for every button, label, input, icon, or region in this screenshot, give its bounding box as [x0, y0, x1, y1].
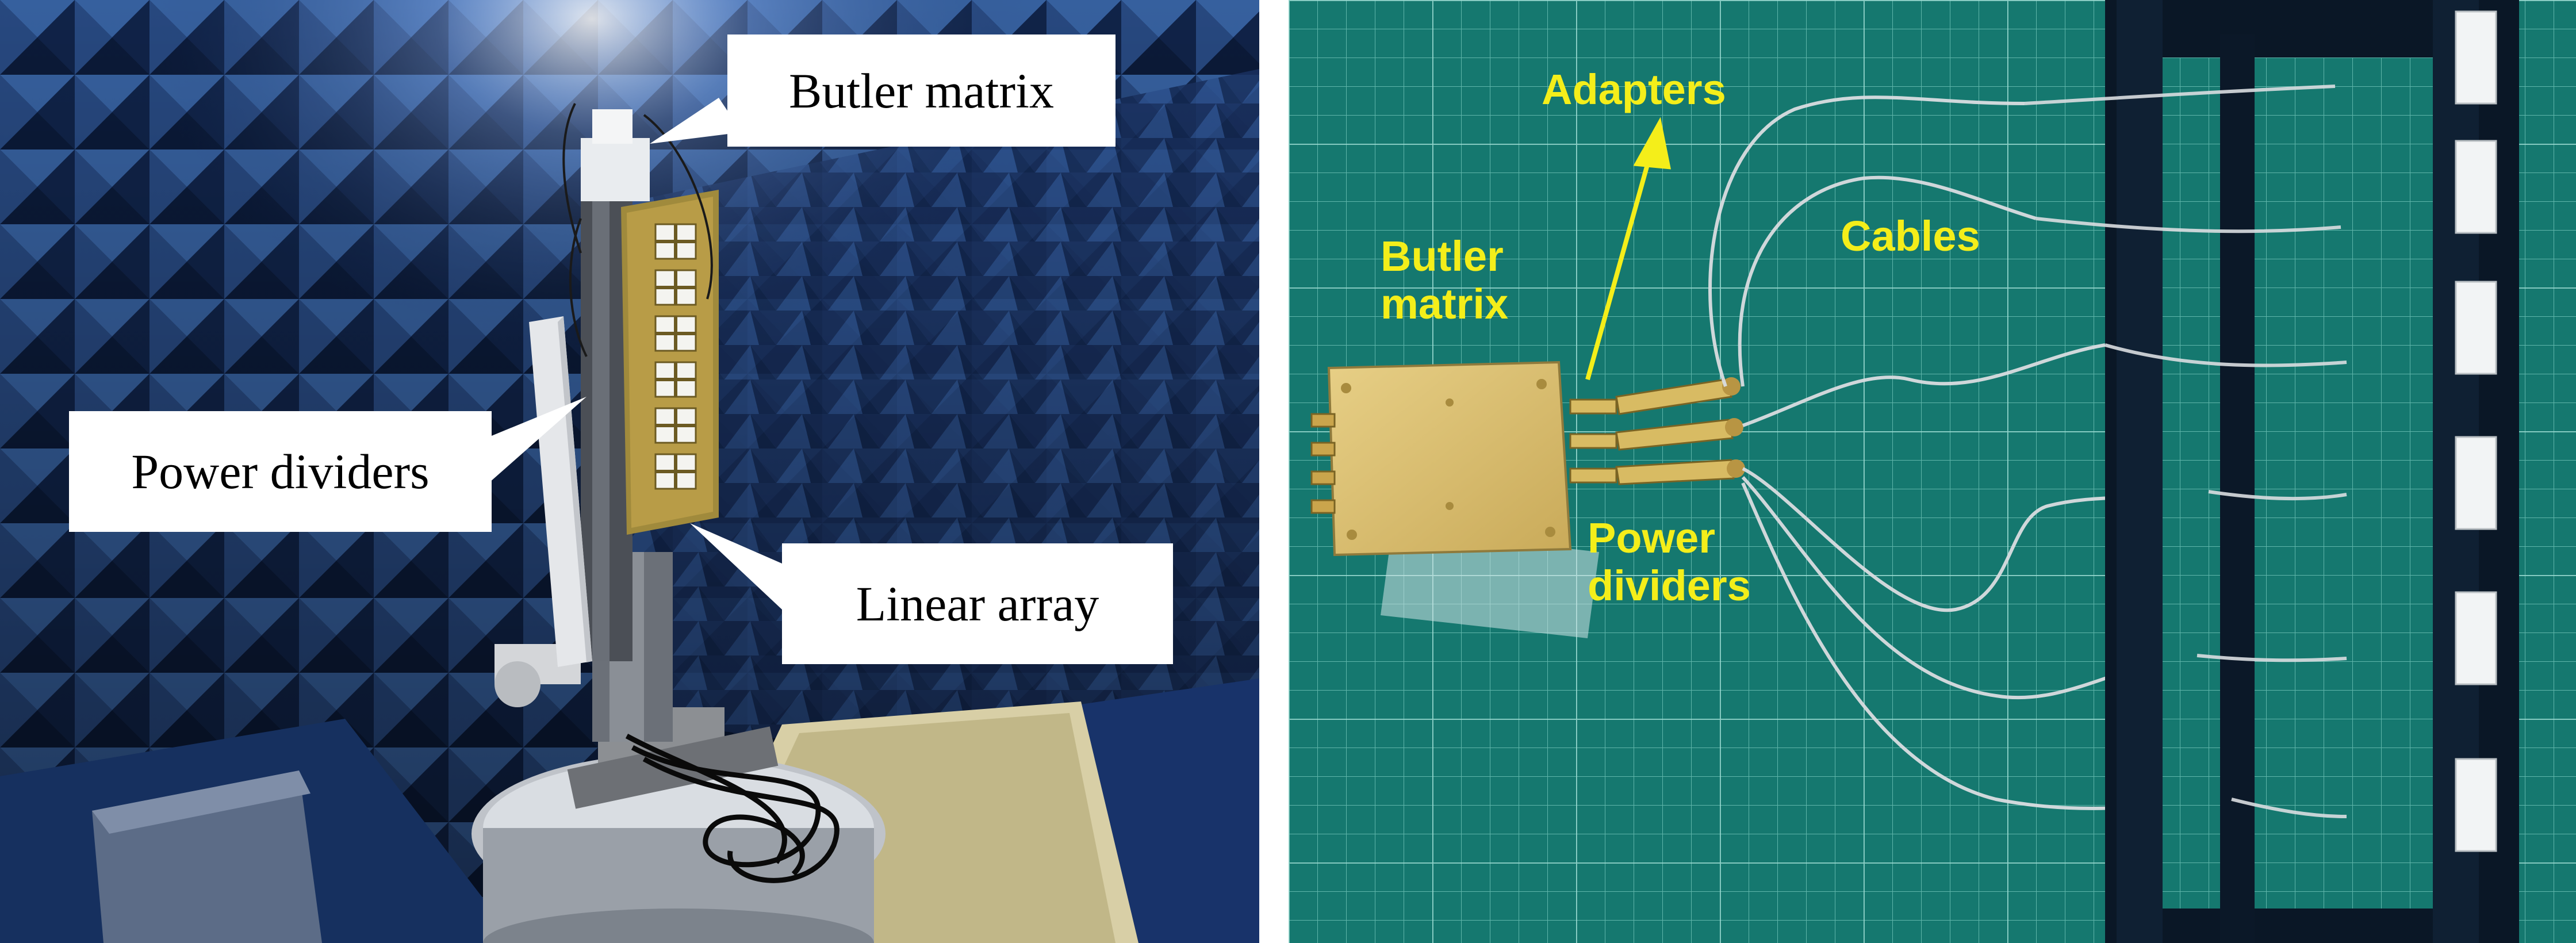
- butler-matrix-label-line1: Butler: [1381, 232, 1504, 280]
- power-dividers-label-line1: Power: [1588, 514, 1716, 562]
- adapters-label: Adapters: [1542, 66, 1726, 113]
- cables-label: Cables: [1841, 212, 1980, 260]
- cutting-mat-photo: Adapters Cables Butler matrix Power divi…: [1289, 0, 2576, 943]
- power-dividers-label: Power dividers: [1588, 514, 1751, 610]
- anechoic-chamber-photo: Butler matrix Power dividers Linear arra…: [0, 0, 1259, 943]
- power-dividers-label-line2: dividers: [1588, 561, 1751, 610]
- power-dividers-callout: Power dividers: [69, 411, 492, 532]
- linear-array-pointer: [690, 523, 782, 610]
- linear-array-callout: Linear array: [782, 543, 1173, 664]
- butler-matrix-callout: Butler matrix: [727, 34, 1116, 147]
- butler-matrix-label-line2: matrix: [1381, 279, 1509, 328]
- butler-matrix-label: Butler matrix: [1381, 232, 1509, 328]
- butler-matrix-pointer: [650, 98, 742, 144]
- power-dividers-pointer: [489, 397, 586, 483]
- adapters-arrow: [1585, 117, 1671, 381]
- mat-scene: [1289, 0, 2576, 943]
